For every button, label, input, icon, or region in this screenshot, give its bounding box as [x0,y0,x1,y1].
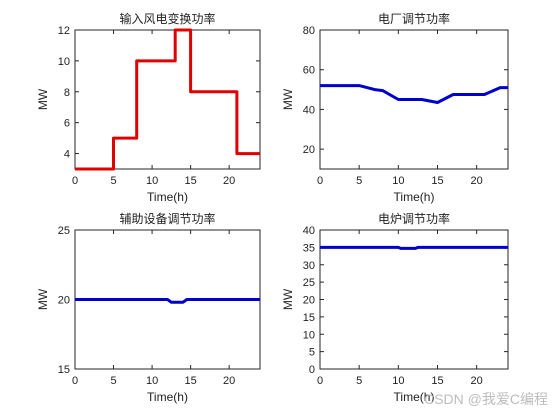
x-tick-label: 0 [317,175,323,187]
subplot-3: 辅助设备调节功率 0 5 10 15 20 15 20 25 Time(h) MW [36,211,261,404]
y-tick-label: 10 [58,56,70,68]
chart-title: 电炉调节功率 [378,211,450,226]
series-line [320,84,508,104]
y-tick-label: 40 [303,104,315,116]
y-tick-label: 8 [64,87,70,99]
x-tick-label: 5 [110,375,116,387]
y-tick-label: 30 [303,260,315,272]
x-tick-label: 10 [392,375,404,387]
y-axis-label: MW [36,288,50,310]
x-tick-label: 15 [185,175,197,187]
subplot-4: 电炉调节功率 0 5 10 15 20 0 5 10 15 20 25 30 35 40 Time(h) MW [281,211,509,404]
x-axis-label: Time(h) [147,390,188,404]
y-tick-label: 40 [303,225,315,237]
x-tick-label: 0 [72,375,78,387]
y-tick-label: 20 [58,295,70,307]
y-tick-label: 20 [303,144,315,156]
y-tick-label: 10 [303,329,315,341]
x-axis-label: Time(h) [147,190,188,204]
y-tick-label: 15 [58,364,70,376]
x-tick-label: 5 [110,175,116,187]
x-tick-label: 20 [223,175,235,187]
x-tick-label: 10 [146,175,158,187]
subplot-2: 电厂调节功率 0 5 10 15 20 20 40 60 80 Time(h) MW [281,11,509,204]
x-tick-label: 15 [185,375,197,387]
x-axis-label: Time(h) [394,390,435,404]
series-line [320,245,508,250]
x-tick-label: 20 [223,375,235,387]
watermark-text: CSDN @我爱C编程 [424,391,548,407]
x-tick-label: 15 [431,375,443,387]
y-axis-label: MW [281,288,295,310]
x-tick-label: 0 [317,375,323,387]
x-tick-label: 10 [146,375,158,387]
y-tick-label: 4 [64,149,70,161]
y-tick-label: 20 [303,295,315,307]
x-tick-label: 15 [431,175,443,187]
y-tick-label: 25 [58,225,70,237]
y-tick-label: 25 [303,277,315,289]
axes-frame [74,29,261,170]
y-tick-label: 80 [303,25,315,37]
chart-title: 输入风电变换功率 [119,11,215,26]
y-tick-label: 0 [309,364,315,376]
x-tick-label: 0 [72,175,78,187]
y-tick-label: 6 [64,118,70,130]
y-tick-label: 35 [303,242,315,254]
x-axis-label: Time(h) [394,190,435,204]
y-axis-label: MW [281,88,295,110]
axes-frame [319,229,509,370]
x-tick-label: 20 [471,375,483,387]
x-tick-label: 5 [356,375,362,387]
y-tick-label: 15 [303,312,315,324]
x-tick-label: 10 [392,175,404,187]
chart-title: 电厂调节功率 [378,11,450,26]
y-tick-label: 5 [309,347,315,359]
y-tick-label: 12 [58,25,70,37]
series-line [75,28,260,171]
x-tick-label: 5 [356,175,362,187]
subplot-1: 输入风电变换功率 0 5 10 15 20 4 6 8 10 12 Time(h) MW [36,11,261,204]
chart-title: 辅助设备调节功率 [119,211,215,226]
y-axis-label: MW [36,88,50,110]
series-line [75,298,260,304]
x-tick-label: 20 [471,175,483,187]
y-tick-label: 60 [303,65,315,77]
